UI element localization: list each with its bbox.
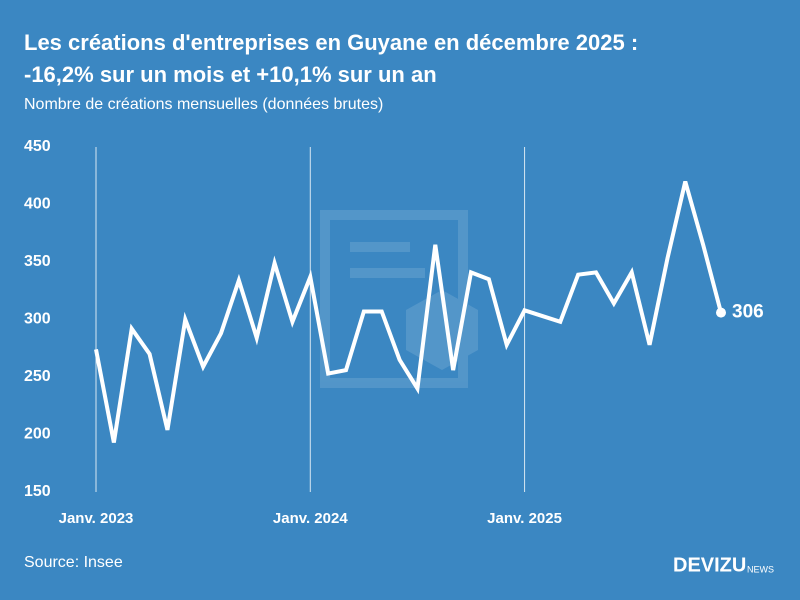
x-tick-label: Janv. 2024 [273,510,348,527]
y-tick-label: 300 [24,311,51,328]
data-label: 306 [732,302,764,323]
chart-subtitle: Nombre de créations mensuelles (données … [24,96,383,113]
y-tick-label: 200 [24,426,51,443]
x-tick-label: Janv. 2025 [487,510,562,527]
source: Source: Insee [24,554,123,571]
brand: DEVIZU [673,554,746,576]
y-tick-label: 400 [24,196,51,213]
brand-suffix: NEWS [747,564,774,574]
chart-title: Les créations d'entreprises en Guyane en… [24,30,638,55]
x-tick-label: Janv. 2023 [59,510,134,527]
end-point [716,307,726,318]
line [94,180,723,443]
y-tick-label: 450 [24,138,51,155]
y-tick-label: 250 [24,368,51,385]
y-tick-label: 350 [24,253,51,270]
chart-title: -16,2% sur un mois et +10,1% sur un an [24,62,437,87]
y-tick-label: 150 [24,483,51,500]
